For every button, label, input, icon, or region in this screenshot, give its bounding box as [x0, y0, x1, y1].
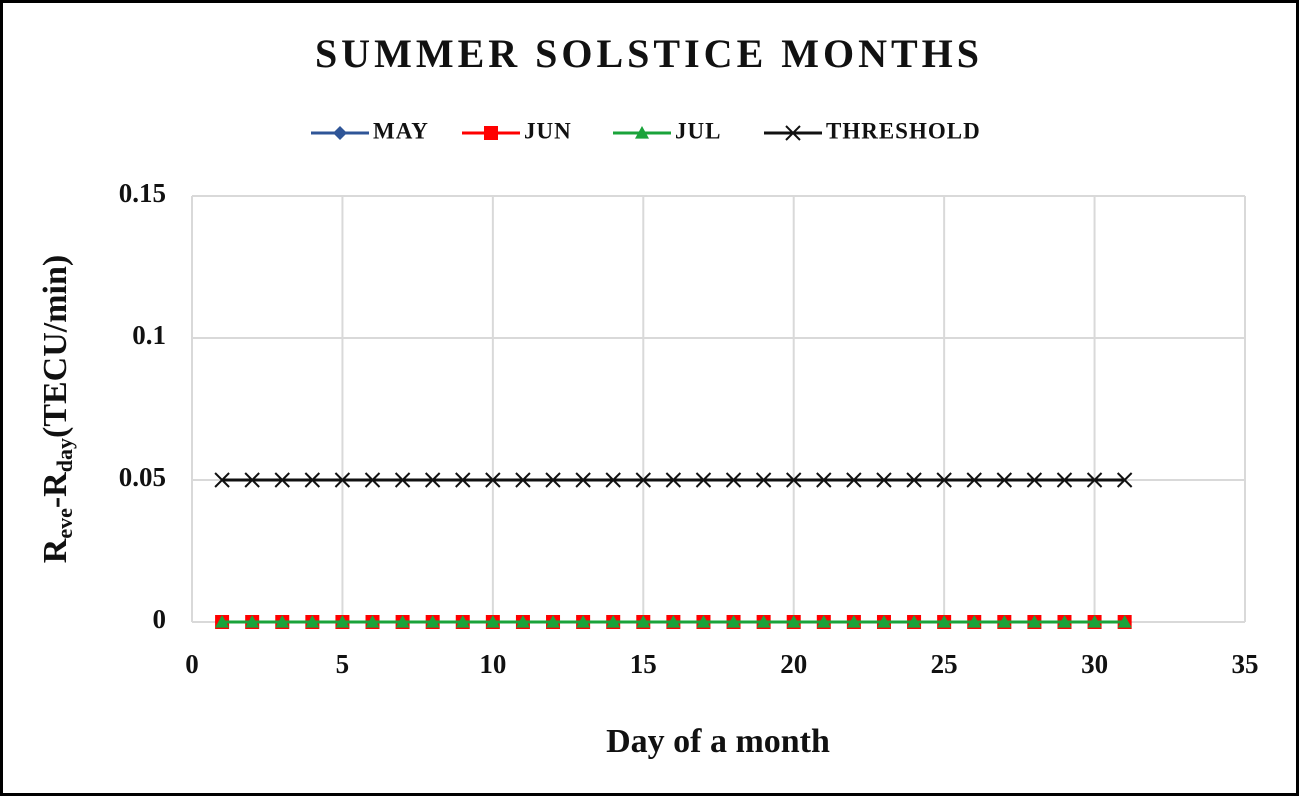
y-axis-label-part: (TECU/min)	[37, 255, 74, 438]
x-axis-label: Day of a month	[606, 723, 830, 760]
marker	[1116, 472, 1133, 488]
marker	[365, 615, 380, 628]
marker	[996, 472, 1013, 488]
marker	[485, 472, 501, 488]
legend-marker	[635, 126, 649, 139]
marker	[1056, 472, 1073, 488]
marker	[244, 472, 260, 488]
marker	[546, 615, 561, 628]
marker	[636, 615, 651, 628]
y-axis-label-part: eve	[52, 508, 77, 539]
marker	[515, 472, 531, 488]
marker	[1057, 615, 1072, 628]
marker	[605, 472, 621, 488]
marker	[576, 615, 591, 628]
marker	[364, 472, 381, 488]
marker	[665, 472, 682, 488]
y-axis-label-part: day	[52, 438, 77, 472]
marker	[876, 615, 891, 628]
x-tick-label: 20	[780, 649, 807, 679]
marker	[575, 472, 591, 488]
legend-label: JUL	[675, 118, 721, 143]
legend-label: THRESHOLD	[826, 118, 981, 143]
marker	[1117, 615, 1132, 628]
marker	[275, 615, 290, 628]
marker	[666, 615, 681, 628]
marker	[725, 472, 742, 488]
marker	[424, 472, 441, 488]
marker	[756, 615, 771, 628]
y-tick-label: 0.15	[119, 178, 166, 208]
y-tick-label: 0.05	[119, 462, 166, 492]
marker	[214, 472, 230, 488]
x-tick-label: 35	[1232, 649, 1259, 679]
x-tick-label: 30	[1081, 649, 1108, 679]
chart-title: SUMMER SOLSTICE MONTHS	[315, 31, 983, 76]
legend-label: MAY	[373, 118, 429, 143]
legend-marker	[785, 125, 801, 141]
marker	[215, 615, 230, 628]
legend-marker	[484, 126, 498, 140]
x-tick-label: 0	[185, 649, 199, 679]
marker	[395, 615, 410, 628]
marker	[937, 615, 952, 628]
marker	[394, 472, 411, 488]
marker	[755, 472, 772, 488]
y-axis-label-part: R	[37, 538, 74, 563]
marker	[726, 615, 741, 628]
marker	[545, 472, 561, 488]
marker	[515, 615, 530, 628]
marker	[876, 472, 892, 488]
marker	[997, 615, 1012, 628]
marker	[786, 472, 802, 488]
marker	[1027, 615, 1042, 628]
x-tick-label: 5	[336, 649, 350, 679]
marker	[485, 615, 500, 628]
legend-marker	[333, 126, 347, 140]
x-tick-label: 25	[931, 649, 958, 679]
marker	[696, 615, 711, 628]
marker	[274, 472, 290, 488]
marker	[305, 615, 320, 628]
marker	[816, 615, 831, 628]
marker	[786, 615, 801, 628]
legend-label: JUN	[524, 118, 572, 143]
marker	[936, 472, 952, 488]
x-tick-label: 15	[630, 649, 657, 679]
marker	[846, 615, 861, 628]
marker	[304, 472, 321, 488]
marker	[334, 472, 351, 488]
marker	[846, 472, 862, 488]
marker	[606, 615, 621, 628]
marker	[245, 615, 260, 628]
y-axis-label: Reve-Rday(TECU/min)	[37, 255, 77, 563]
marker	[907, 615, 922, 628]
marker	[455, 615, 470, 628]
marker	[1086, 472, 1103, 488]
y-tick-label: 0.1	[132, 320, 166, 350]
marker	[695, 472, 712, 488]
y-axis-label-part: -R	[37, 472, 74, 508]
y-tick-label: 0	[153, 604, 167, 634]
marker	[816, 472, 832, 488]
marker	[425, 615, 440, 628]
marker	[635, 472, 651, 488]
marker	[1087, 615, 1102, 628]
marker	[455, 472, 471, 488]
marker	[967, 615, 982, 628]
marker	[966, 472, 982, 488]
marker	[1026, 472, 1043, 488]
marker	[335, 615, 350, 628]
x-tick-label: 10	[479, 649, 506, 679]
marker	[906, 472, 922, 488]
